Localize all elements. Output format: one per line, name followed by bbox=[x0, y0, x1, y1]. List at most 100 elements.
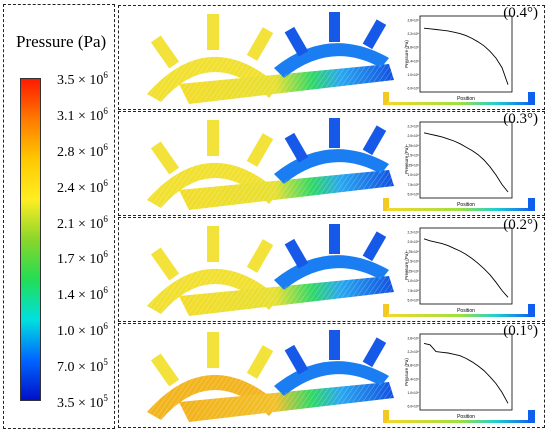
outlet-stub bbox=[284, 26, 309, 57]
panel-1: 2.6×10⁶ 2.2×10⁶ 1.8×10⁶ 1.4×10⁶ 1.0×10⁶ 6.0×1… bbox=[118, 5, 545, 110]
inlet-stub bbox=[207, 14, 219, 50]
inlet-stub bbox=[150, 353, 180, 387]
inset-y-tick-label: 1.0×10⁶ bbox=[407, 279, 419, 283]
pressure-profile-inset-chart: 2.2×10⁶ 2.0×10⁶ 1.75×10⁶ 1.5×10⁶ 1.25×10⁶ 1.0… bbox=[404, 227, 513, 314]
inset-y-tick-label: 1.0×10⁶ bbox=[407, 173, 419, 177]
outlet-stub bbox=[284, 344, 309, 375]
pressure-profile-inset-chart: 2.2×10⁶ 2.0×10⁶ 1.75×10⁶ 1.5×10⁶ 1.25×10⁶ 1.0… bbox=[404, 121, 513, 208]
colorbar-tick-label: 3.1 × 106 bbox=[57, 105, 108, 124]
inset-y-axis-label: Pressure (Pa) bbox=[404, 40, 409, 68]
colorbar-tick-label: 2.1 × 106 bbox=[57, 213, 108, 232]
pressure-field-model bbox=[147, 12, 394, 104]
inset-y-tick-label: 6.0×10⁵ bbox=[407, 87, 419, 91]
inset-y-tick-label: 2.0×10⁶ bbox=[407, 240, 419, 244]
inlet-stub bbox=[150, 35, 180, 69]
inset-y-tick-label: 1.5×10⁶ bbox=[407, 260, 419, 264]
inset-y-tick-label: 1.8×10⁶ bbox=[407, 364, 419, 368]
outlet-stub bbox=[362, 19, 387, 50]
inset-y-axis-label: Pressure (Pa) bbox=[404, 146, 409, 174]
inlet-stub bbox=[207, 120, 219, 156]
pressure-curve bbox=[423, 27, 509, 85]
outlet-stub bbox=[284, 132, 309, 163]
pressure-curve bbox=[423, 342, 509, 404]
channel-strip bbox=[383, 304, 535, 317]
pressure-field-model bbox=[147, 224, 394, 316]
colorbar-tick-label: 1.0 × 106 bbox=[57, 321, 108, 340]
inset-x-axis-label: Position bbox=[457, 308, 475, 314]
colorbar-tick-label: 7.0 × 105 bbox=[57, 357, 108, 376]
colorbar-tick-label: 3.5 × 106 bbox=[57, 70, 108, 88]
inlet-stub bbox=[150, 247, 180, 281]
inset-y-tick-label: 1.25×10⁶ bbox=[406, 163, 420, 167]
inlet-stub bbox=[246, 133, 274, 167]
inset-y-tick-label: 7.5×10⁵ bbox=[407, 183, 419, 187]
colorbar-tick-label: 2.4 × 106 bbox=[57, 177, 108, 196]
channel-strip bbox=[383, 92, 535, 105]
inset-y-tick-label: 1.0×10⁶ bbox=[407, 73, 419, 77]
inset-x-axis-label: Position bbox=[457, 202, 475, 208]
pressure-colorbar bbox=[20, 78, 41, 401]
inlet-stub bbox=[246, 345, 274, 379]
pressure-field-model bbox=[147, 118, 394, 210]
legend-frame: Pressure (Pa) 3.5 × 106 3.1 × 106 2.8 × 10… bbox=[3, 4, 115, 429]
inset-y-tick-label: 2.2×10⁶ bbox=[407, 32, 419, 36]
inset-y-tick-label: 5.0×10⁵ bbox=[407, 193, 419, 197]
pressure-field-model bbox=[147, 330, 394, 422]
outlet-stub bbox=[362, 337, 387, 368]
inset-x-axis-label: Position bbox=[457, 414, 475, 420]
panel-3: 2.2×10⁶ 2.0×10⁶ 1.75×10⁶ 1.5×10⁶ 1.25×10⁶ 1.0… bbox=[118, 217, 545, 322]
inset-y-tick-label: 6.0×10⁵ bbox=[407, 405, 419, 409]
inset-plot-area bbox=[419, 227, 513, 305]
panel-2: 2.2×10⁶ 2.0×10⁶ 1.75×10⁶ 1.5×10⁶ 1.25×10⁶ 1.0… bbox=[118, 111, 545, 216]
inset-y-tick-label: 1.0×10⁶ bbox=[407, 391, 419, 395]
inset-y-tick-label: 1.8×10⁶ bbox=[407, 46, 419, 50]
inset-y-tick-label: 1.4×10⁶ bbox=[407, 377, 419, 381]
inset-y-tick-label: 2.2×10⁶ bbox=[407, 350, 419, 354]
outlet-stub bbox=[329, 330, 340, 360]
inset-y-tick-label: 1.4×10⁶ bbox=[407, 59, 419, 63]
angle-label: (0.3°) bbox=[503, 111, 538, 127]
pressure-curve bbox=[423, 238, 509, 298]
inset-y-axis-label: Pressure (Pa) bbox=[404, 358, 409, 386]
channel-strip bbox=[383, 410, 535, 423]
colorbar-tick-label: 3.5 × 105 bbox=[57, 393, 108, 411]
inset-y-tick-label: 2.2×10⁶ bbox=[407, 231, 419, 235]
inset-y-tick-label: 1.5×10⁶ bbox=[407, 154, 419, 158]
inset-y-tick-label: 1.75×10⁶ bbox=[406, 144, 420, 148]
inset-y-axis-label: Pressure (Pa) bbox=[404, 252, 409, 280]
outlet-stub bbox=[329, 118, 340, 148]
inset-y-tick-label: 2.6×10⁶ bbox=[407, 337, 419, 341]
angle-label: (0.1°) bbox=[503, 323, 538, 339]
pressure-curve bbox=[423, 132, 509, 193]
inset-plot-area bbox=[419, 333, 513, 411]
outlet-stub bbox=[329, 12, 340, 42]
inset-x-axis-label: Position bbox=[457, 96, 475, 102]
inset-y-tick-label: 1.75×10⁶ bbox=[406, 250, 420, 254]
inset-y-tick-label: 5.0×10⁵ bbox=[407, 299, 419, 303]
inset-y-tick-label: 1.25×10⁶ bbox=[406, 269, 420, 273]
inset-plot-area bbox=[419, 121, 513, 199]
outlet-stub bbox=[284, 238, 309, 269]
outlet-stub bbox=[362, 125, 387, 156]
inlet-stub bbox=[207, 226, 219, 262]
panel-4: 2.6×10⁶ 2.2×10⁶ 1.8×10⁶ 1.4×10⁶ 1.0×10⁶ 6.0×1… bbox=[118, 323, 545, 428]
pressure-profile-inset-chart: 2.6×10⁶ 2.2×10⁶ 1.8×10⁶ 1.4×10⁶ 1.0×10⁶ 6.0×1… bbox=[404, 15, 513, 102]
inset-y-tick-label: 7.5×10⁵ bbox=[407, 289, 419, 293]
colorbar-tick-label: 2.8 × 106 bbox=[57, 141, 108, 160]
inlet-stub bbox=[150, 141, 180, 175]
colorbar-tick-label: 1.7 × 106 bbox=[57, 249, 108, 268]
pressure-profile-inset-chart: 2.6×10⁶ 2.2×10⁶ 1.8×10⁶ 1.4×10⁶ 1.0×10⁶ 6.0×1… bbox=[404, 333, 513, 420]
inset-y-tick-label: 2.0×10⁶ bbox=[407, 134, 419, 138]
outlet-stub bbox=[329, 224, 340, 254]
inlet-stub bbox=[246, 27, 274, 61]
inset-y-tick-label: 2.2×10⁶ bbox=[407, 125, 419, 129]
outlet-stub bbox=[362, 231, 387, 262]
channel-strip bbox=[383, 198, 535, 211]
angle-label: (0.4°) bbox=[503, 5, 538, 21]
angle-label: (0.2°) bbox=[503, 217, 538, 233]
legend-title: Pressure (Pa) bbox=[16, 32, 107, 51]
inset-y-tick-label: 2.6×10⁶ bbox=[407, 19, 419, 23]
inset-plot-area bbox=[419, 15, 513, 93]
inlet-stub bbox=[207, 332, 219, 368]
inlet-stub bbox=[246, 239, 274, 273]
